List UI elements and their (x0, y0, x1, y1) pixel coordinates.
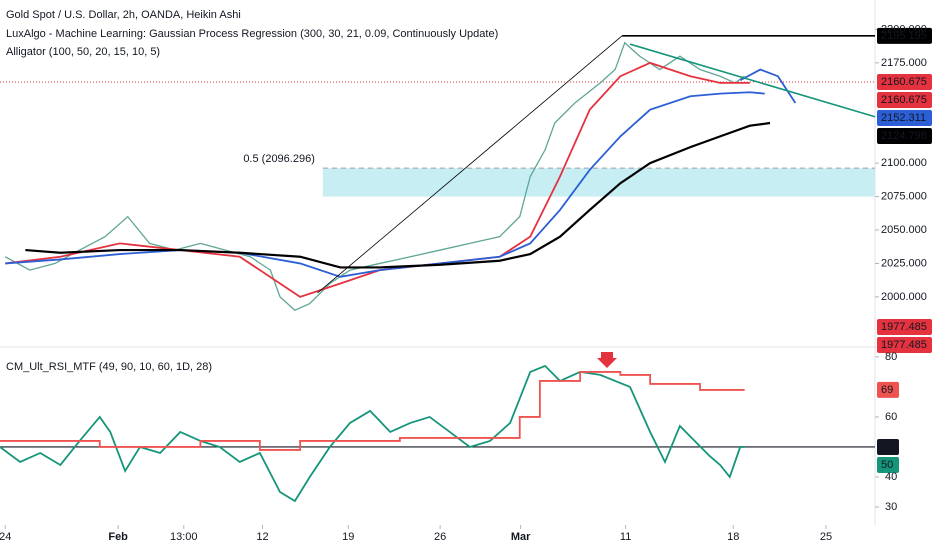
y-tick-label: 2175.000 (881, 57, 927, 69)
x-tick-label: Mar (511, 531, 531, 543)
y-tick-label: 2100.000 (881, 157, 927, 169)
arrow-annotation (597, 352, 617, 368)
x-tick-label: 24 (0, 531, 11, 543)
price-tag (877, 456, 899, 473)
y-tick-label: 2025.000 (881, 257, 927, 269)
price-tag-label: 50 (881, 441, 893, 453)
y-tick-label: 80 (885, 351, 897, 363)
x-tick-label: 25 (820, 531, 832, 543)
price-tag (877, 74, 932, 91)
trend-line (317, 35, 623, 294)
fib-zone (322, 168, 875, 197)
price-tag-label: 2160.675 (881, 94, 927, 106)
price-tag (877, 92, 932, 109)
price-tag-label: 2195.195 (881, 30, 927, 42)
price-tag (877, 438, 899, 455)
indicator-legend: LuxAlgo - Machine Learning: Gaussian Pro… (6, 28, 498, 40)
price-tag-label: 2152.311 (881, 112, 926, 124)
y-tick-label: 40 (885, 471, 897, 483)
indicator-legend: Alligator (100, 50, 20, 15, 10, 5) (6, 46, 160, 58)
price-tag (877, 27, 932, 44)
price-tag (877, 381, 899, 398)
x-tick-label: 12 (256, 531, 268, 543)
x-tick-label: 18 (727, 531, 739, 543)
x-tick-label: Feb (108, 531, 128, 543)
price-tag (877, 110, 932, 127)
price-tag-label: 69 (881, 384, 893, 396)
series-line (0, 371, 745, 451)
price-tag-label: 50 (881, 459, 893, 471)
series-line (0, 364, 745, 503)
x-tick-label: 19 (342, 531, 354, 543)
price-tag-label: 1977.485 (881, 321, 927, 333)
tags: 2195.195 2160.675 2160.675 2152.311 2124.798… (877, 27, 932, 473)
price-tag-label: 2124.798 (881, 130, 927, 142)
price-tag (877, 128, 932, 145)
y-tick-label: 2000.000 (881, 291, 927, 303)
series-line (739, 68, 797, 104)
x-tick-label: 11 (620, 531, 631, 543)
price-tag-label: 2160.675 (881, 76, 927, 88)
price-tag (877, 336, 932, 353)
chart-title: Gold Spot / U.S. Dollar, 2h, OANDA, Heik… (6, 9, 241, 21)
fib-label: 0.5 (2096.296) (243, 153, 315, 165)
price-tag (877, 318, 932, 335)
y-tick-label: 2050.000 (881, 224, 927, 236)
x-tick-label: 13:00 (170, 531, 198, 543)
y-tick-label: 60 (885, 411, 897, 423)
x-tick-label: 26 (434, 531, 446, 543)
rsi-title: CM_Ult_RSI_MTF (49, 90, 10, 60, 1D, 28) (6, 361, 212, 373)
y-tick-label: 2075.000 (881, 190, 927, 202)
series-line (25, 121, 771, 269)
y-tick-label: 30 (885, 501, 897, 513)
y-tick-label: 2200.000 (881, 23, 927, 35)
price-tag-label: 1977.485 (881, 339, 927, 351)
labels: 2200.000 2175.000 2100.000 2075.000 2050.000… (0, 23, 927, 543)
series-line (4, 41, 745, 311)
trend-line (629, 43, 876, 118)
